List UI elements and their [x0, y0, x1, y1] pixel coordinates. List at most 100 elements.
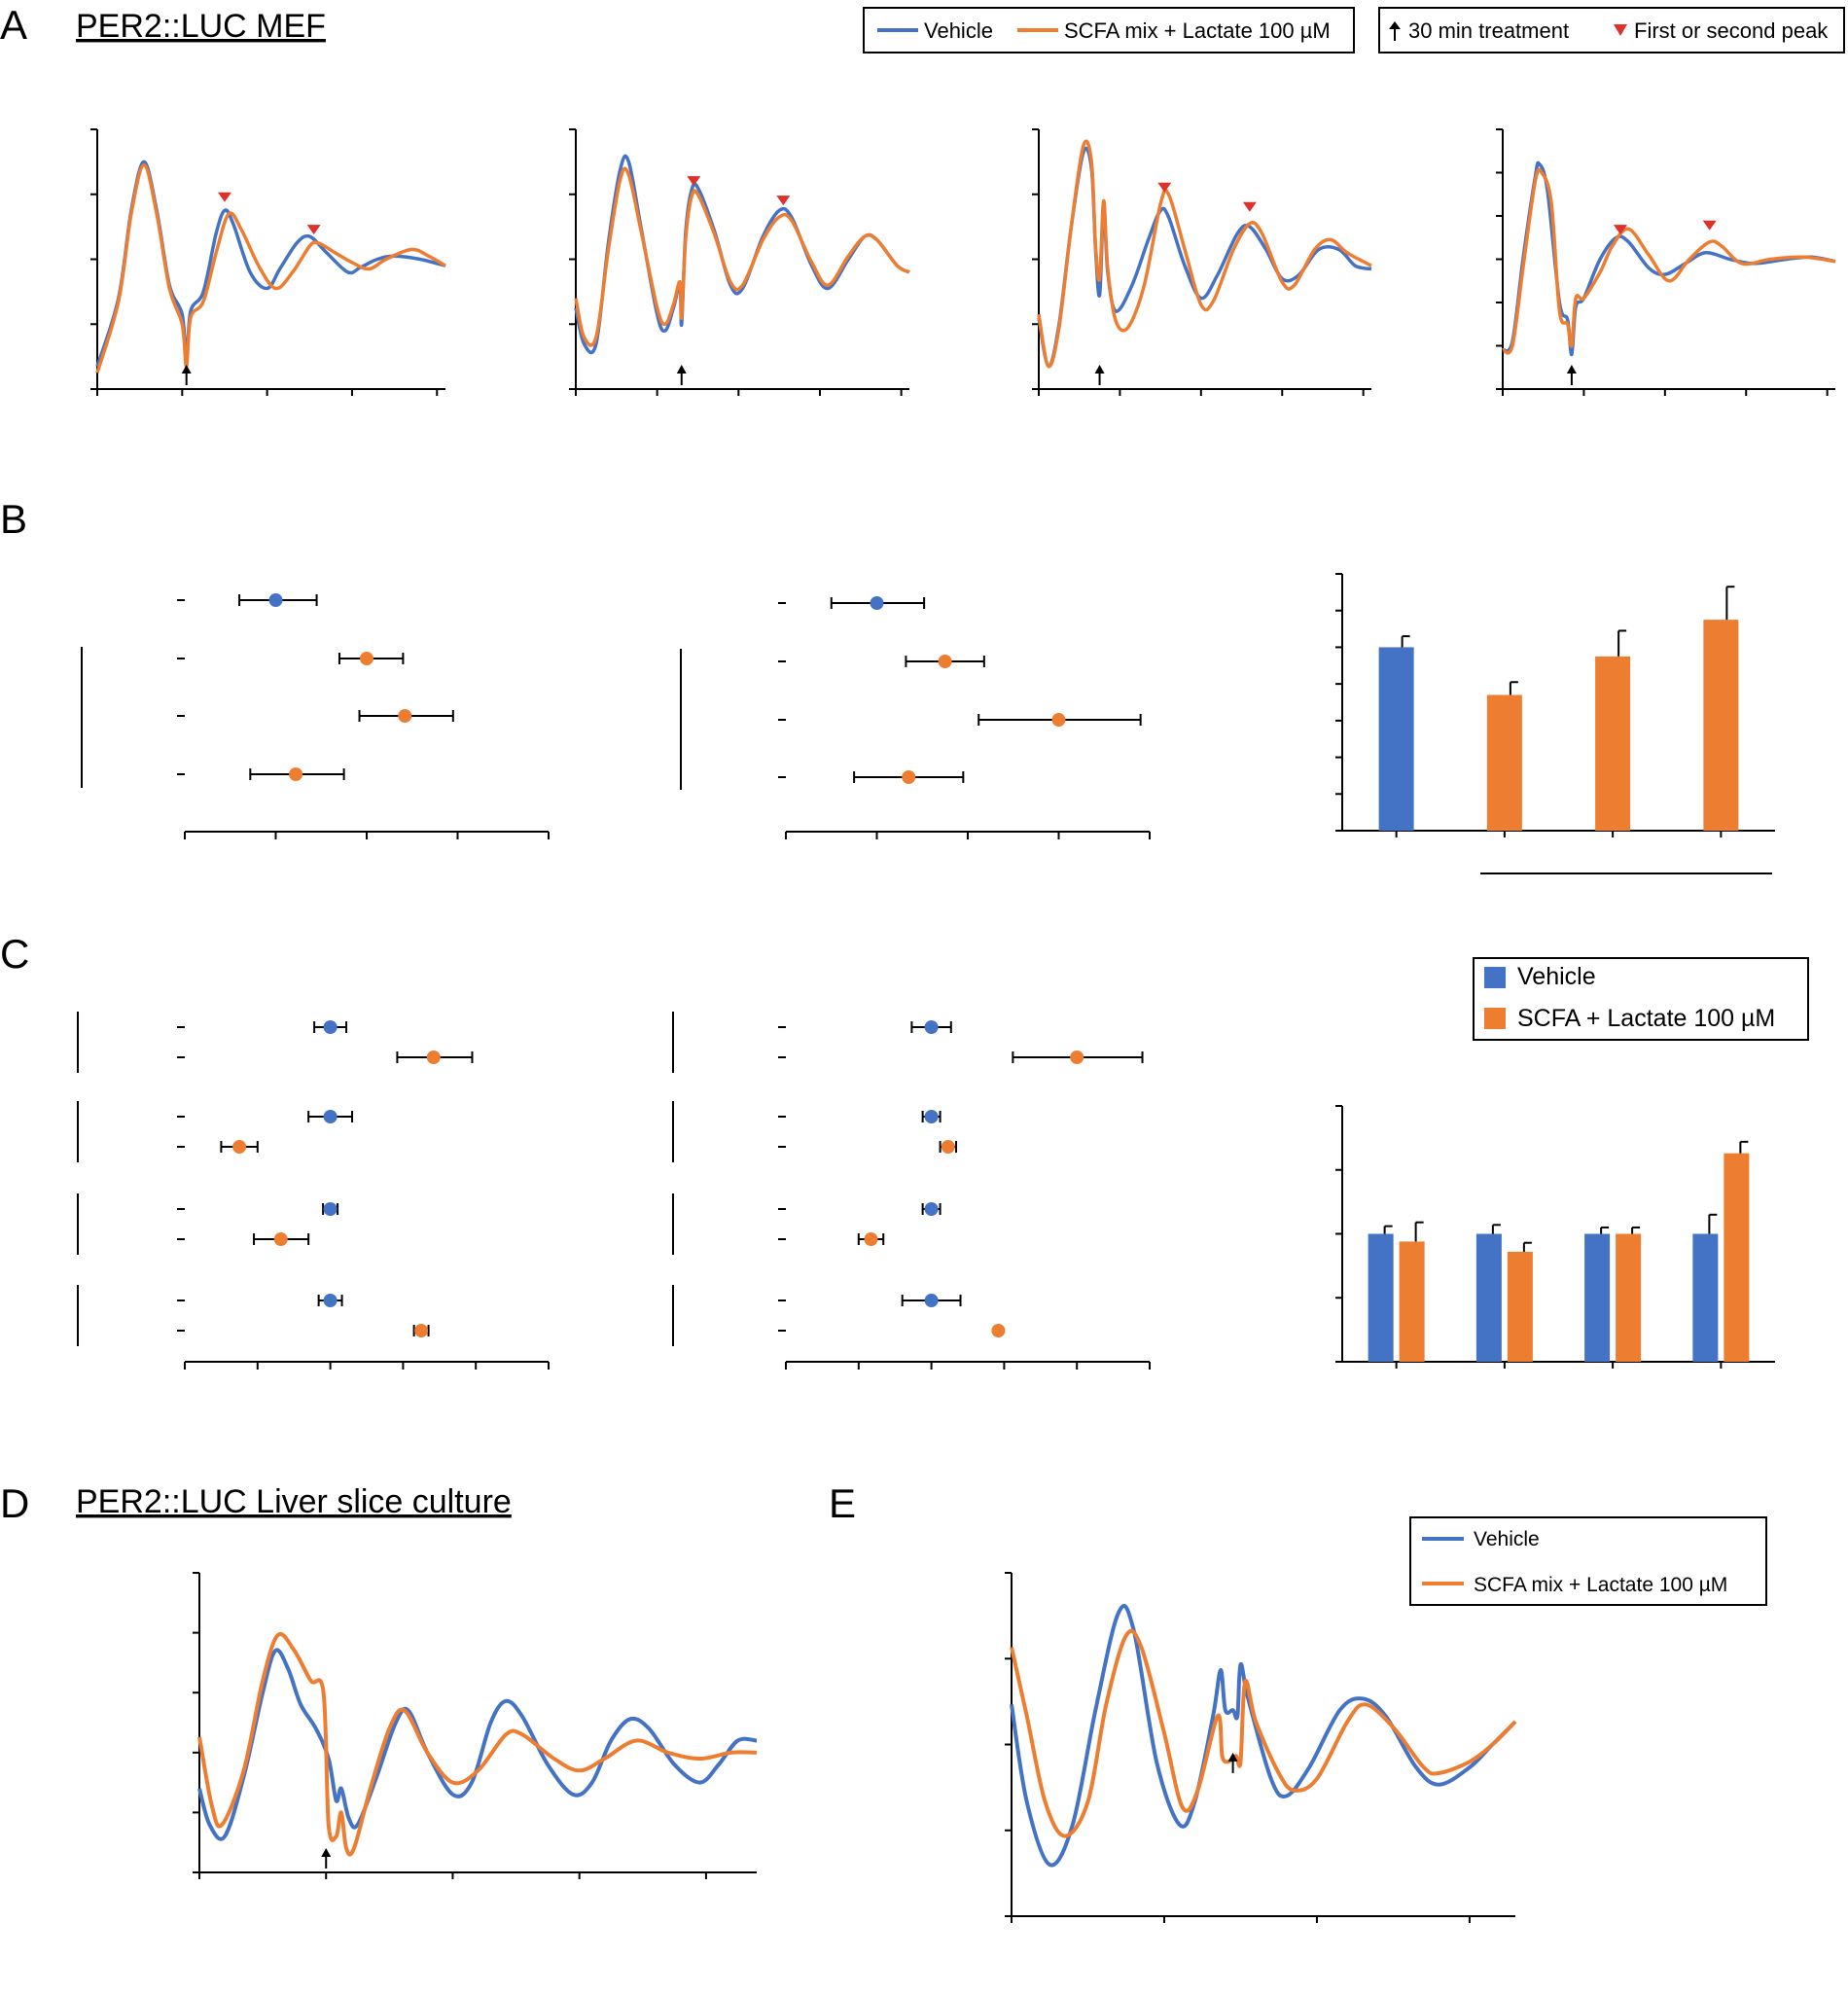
- data-point: [1051, 713, 1066, 727]
- panel-letter-c: C: [0, 931, 29, 977]
- data-point: [924, 1020, 939, 1034]
- data-point: [360, 652, 373, 665]
- data-point: [864, 1232, 878, 1246]
- panel-letter-a: A: [0, 2, 27, 48]
- peak-marker-icon: [1242, 201, 1257, 212]
- marker-legend-frame: [1378, 7, 1845, 53]
- panel-letter-d: D: [0, 1480, 29, 1526]
- panel-e-legend-vehicle-label: Vehicle: [1474, 1528, 1540, 1550]
- treated-series-line: [1010, 1628, 1517, 1838]
- line-legend: Vehicle SCFA mix + Lactate 100 µM: [863, 7, 1355, 53]
- legend-arrow-label: 30 min treatment: [1408, 18, 1569, 43]
- treated-series-line: [1037, 139, 1372, 369]
- treated-bar: [1399, 1241, 1425, 1362]
- arrow-head: [676, 365, 687, 374]
- bar-legend-vehicle-label: Vehicle: [1517, 963, 1596, 990]
- treated-bar: [1507, 1251, 1533, 1362]
- vehicle-series-line: [197, 1648, 758, 1841]
- legend-peak-icon: [1614, 24, 1627, 36]
- vehicle-bar: [1692, 1233, 1719, 1362]
- treatment-arrow-icon: [1566, 365, 1577, 385]
- treatment-arrow-icon: [1094, 365, 1105, 385]
- data-point: [323, 1202, 338, 1216]
- vehicle-series-line: [1037, 146, 1372, 369]
- line-legend-frame: [863, 7, 1355, 53]
- chart-a3: [1032, 128, 1372, 396]
- panel-a-heading: PER2::LUC MEF: [76, 8, 326, 45]
- chart-c2: [672, 1012, 1151, 1370]
- treated-series-line: [1502, 167, 1836, 355]
- data-point: [924, 1202, 939, 1216]
- chart-a4: [1496, 128, 1836, 396]
- vehicle-bar: [1584, 1233, 1611, 1362]
- bar-legend: Vehicle SCFA + Lactate 100 µM: [1473, 957, 1809, 1041]
- marker-legend: 30 min treatment First or second peak: [1378, 7, 1845, 53]
- data-point: [426, 1050, 441, 1064]
- legend-arrow-icon: [1389, 21, 1401, 41]
- bar: [1595, 656, 1631, 831]
- bar: [1378, 647, 1414, 831]
- treated-series-line: [95, 162, 446, 374]
- data-point: [1070, 1050, 1084, 1064]
- data-point: [938, 655, 952, 668]
- arrow-head: [321, 1848, 332, 1857]
- legend-peak-label: First or second peak: [1634, 18, 1829, 43]
- vehicle-series-line: [1010, 1604, 1517, 1868]
- peak-marker-icon: [306, 225, 321, 235]
- peak-marker-icon: [776, 196, 791, 206]
- vehicle-series-line: [95, 160, 446, 368]
- peak-marker-icon: [217, 192, 231, 202]
- peak-marker-icon: [1613, 225, 1627, 235]
- chart-d: [193, 1572, 758, 1879]
- treated-series-line: [574, 166, 910, 347]
- peak-marker-icon: [687, 176, 701, 187]
- chart-e: [1005, 1572, 1517, 1923]
- bar: [1486, 694, 1522, 831]
- data-point: [232, 1140, 247, 1154]
- arrow-head: [1227, 1752, 1238, 1762]
- panel-letter-e: E: [829, 1480, 856, 1526]
- panel-letter-b: B: [0, 496, 27, 542]
- treated-series-line: [197, 1631, 758, 1857]
- peak-marker-icon: [1702, 220, 1717, 231]
- chart-a1: [90, 128, 446, 396]
- treated-bar: [1616, 1233, 1642, 1362]
- data-point: [273, 1232, 288, 1246]
- arrow-head: [1094, 365, 1105, 374]
- chart-c3: [1335, 1105, 1775, 1369]
- data-point: [268, 593, 283, 607]
- treatment-arrow-icon: [321, 1848, 332, 1869]
- legend-vehicle-label: Vehicle: [924, 18, 993, 43]
- data-point: [398, 709, 412, 723]
- treatment-arrow-icon: [1227, 1752, 1238, 1773]
- chart-b1: [81, 593, 550, 839]
- chart-b3: [1335, 573, 1775, 874]
- vehicle-bar: [1475, 1233, 1502, 1362]
- panel-e-legend-frame: [1409, 1516, 1767, 1606]
- data-point: [924, 1294, 939, 1307]
- data-point: [924, 1110, 939, 1123]
- data-point: [414, 1324, 429, 1337]
- treatment-arrow-icon: [181, 365, 192, 385]
- chart-b2: [680, 596, 1151, 839]
- data-point: [323, 1020, 338, 1034]
- panel-e-legend-treated-label: SCFA mix + Lactate 100 µM: [1474, 1574, 1727, 1596]
- data-point: [902, 770, 916, 784]
- bar-legend-treated-swatch: [1484, 1008, 1506, 1029]
- treated-bar: [1724, 1153, 1750, 1362]
- bar: [1703, 620, 1739, 831]
- data-point: [323, 1294, 338, 1307]
- chart-a2: [569, 128, 910, 396]
- arrow-head: [181, 365, 192, 374]
- chart-c1: [77, 1012, 550, 1370]
- vehicle-series-line: [574, 154, 910, 355]
- vehicle-bar: [1368, 1233, 1394, 1362]
- data-point: [991, 1324, 1006, 1337]
- peak-marker-icon: [1157, 182, 1172, 193]
- arrow-head: [1566, 365, 1577, 374]
- panel-e-legend: Vehicle SCFA mix + Lactate 100 µM: [1409, 1516, 1767, 1606]
- bar-legend-frame: [1473, 957, 1809, 1041]
- data-point: [289, 767, 303, 781]
- legend-treated-label: SCFA mix + Lactate 100 µM: [1064, 18, 1331, 43]
